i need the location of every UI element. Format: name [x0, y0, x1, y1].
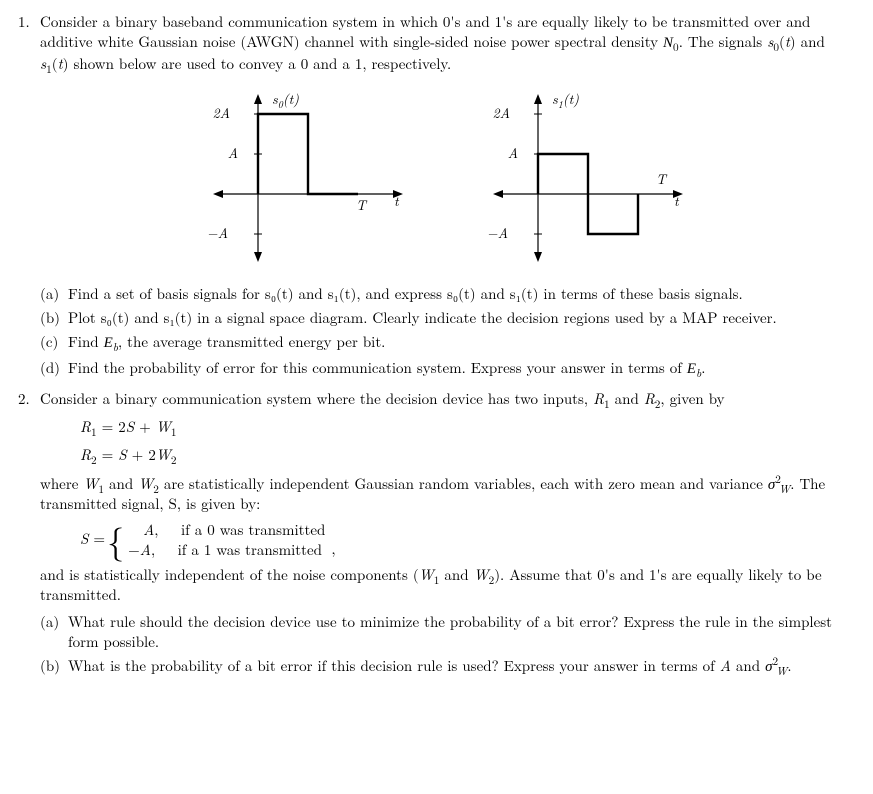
s0-xtick-T: T	[356, 195, 368, 215]
problem-2-intro: Consider a binary communication system w…	[40, 388, 725, 409]
p2-where-mid: and	[104, 473, 138, 494]
s1-ytick-negA: −A	[486, 223, 507, 243]
p1b-label: (b)	[40, 308, 68, 328]
problem-1-body: Consider a binary baseband communication…	[40, 12, 855, 383]
p2a-label: (a)	[40, 612, 68, 653]
p1-part-d: (d) Find the probability of error for th…	[40, 358, 855, 379]
s0-waveform	[258, 114, 358, 194]
s1-ytick-2A: 2A	[492, 103, 510, 123]
s0-title: s0(t)	[272, 89, 299, 111]
p2-S-lhs: S =	[80, 529, 105, 549]
p1-part-c: (c) Find Eb, the average transmitted ene…	[40, 332, 855, 353]
p2-intro-mid: and	[610, 388, 644, 409]
s0-ytick-negA: −A	[206, 223, 227, 243]
p2-indep-pre: and is statistically independent of the …	[40, 564, 419, 585]
p2-cases: A, if a 0 was transmitted −A, if a 1 was…	[128, 520, 325, 559]
p2-intro-pre: Consider a binary communication system w…	[40, 388, 593, 409]
p1d-label: (d)	[40, 358, 68, 379]
s1-ytick-A: A	[507, 143, 517, 163]
p1c-label: (c)	[40, 332, 68, 353]
p1a-label: (a)	[40, 284, 68, 304]
s1-title: s1(t)	[552, 89, 579, 111]
p1-part-a: (a) Find a set of basis signals for s₀(t…	[40, 284, 855, 304]
p2-where-post: are statistically independent Gaussian r…	[159, 473, 768, 494]
problem-2-number: 2.	[18, 389, 40, 681]
p2b-label: (b)	[40, 656, 68, 676]
p2b-post: .	[787, 655, 791, 676]
problem-2-subparts: (a) What rule should the decision device…	[40, 612, 855, 677]
p1d-post: .	[701, 357, 705, 378]
problem-2-body: Consider a binary communication system w…	[40, 389, 855, 681]
p1d-text: Find the probability of error for this c…	[68, 358, 855, 379]
p1c-text: Find Eb, the average transmitted energy …	[68, 332, 855, 353]
s1-xtick-T: T	[656, 169, 668, 189]
p1c-pre: Find	[68, 331, 104, 352]
p2-case1: −A, if a 1 was transmitted	[128, 540, 325, 560]
p1d-pre: Find the probability of error for this c…	[68, 357, 687, 378]
p2-case1-cond: if a 1 was transmitted	[178, 539, 322, 560]
p2b-pre: What is the probability of a bit error i…	[68, 655, 720, 676]
figure-s0: s0(t) 2A A −A T t	[198, 88, 418, 268]
p2-indep: and is statistically independent of the …	[40, 565, 855, 606]
p1c-post: , the average transmitted energy per bit…	[118, 331, 385, 352]
problem-1: 1. Consider a binary baseband communicat…	[18, 12, 855, 383]
p2-piecewise: S = { A, if a 0 was transmitted −A, if a…	[80, 520, 336, 559]
brace-icon: {	[107, 524, 124, 555]
signal-figures: s0(t) 2A A −A T t s1(t)	[40, 88, 855, 268]
p2-eq1: R1 = 2S + W1	[80, 417, 855, 437]
figure-s1: s1(t) 2A A −A T t	[478, 88, 698, 268]
p2-part-b: (b) What is the probability of a bit err…	[40, 656, 855, 676]
problem-1-subparts: (a) Find a set of basis signals for s₀(t…	[40, 284, 855, 379]
s0-ytick-2A: 2A	[212, 103, 230, 123]
p2-where: where W1 and W2 are statistically indepe…	[40, 474, 855, 515]
p1b-text: Plot s₀(t) and s₁(t) in a signal space d…	[68, 308, 855, 328]
p2-where-pre: where	[40, 473, 83, 494]
problem-1-number: 1.	[18, 12, 40, 383]
s0-ytick-A: A	[227, 143, 237, 163]
p2-indep-mid: and	[439, 564, 473, 585]
p2-eq2: R2 = S + 2W2	[80, 445, 855, 465]
p2-case0: A, if a 0 was transmitted	[128, 520, 325, 540]
p2b-mid: and	[731, 655, 765, 676]
problem-2: 2. Consider a binary communication syste…	[18, 389, 855, 681]
p2-part-a: (a) What rule should the decision device…	[40, 612, 855, 653]
problem-1-intro: Consider a binary baseband communication…	[40, 11, 825, 74]
p2-intro-post: , given by	[660, 388, 724, 409]
p2-case0-cond: if a 0 was transmitted	[181, 519, 325, 540]
p1a-text: Find a set of basis signals for s₀(t) an…	[68, 284, 855, 304]
p1-part-b: (b) Plot s₀(t) and s₁(t) in a signal spa…	[40, 308, 855, 328]
p2-piecewise-trail: ,	[331, 539, 335, 559]
p2b-text: What is the probability of a bit error i…	[68, 656, 855, 676]
p2a-text: What rule should the decision device use…	[68, 612, 855, 653]
